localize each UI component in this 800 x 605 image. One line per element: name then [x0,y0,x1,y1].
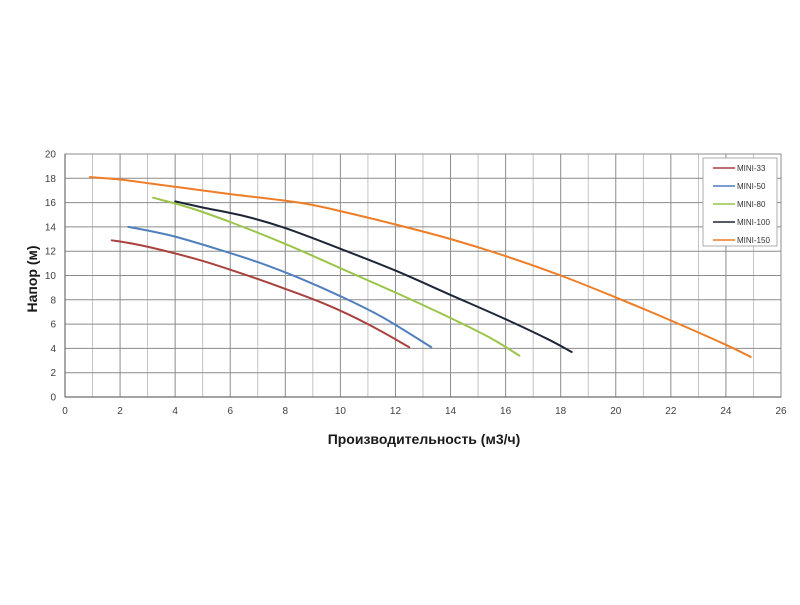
x-tick-label: 2 [117,406,123,417]
y-tick-label: 6 [50,320,56,331]
series-line-mini-50 [127,225,433,349]
grid [64,153,782,398]
x-tick-label: 14 [445,406,457,417]
legend-label-mini-80: MINI-80 [737,200,766,209]
y-tick-label: 14 [45,222,57,233]
x-tick-label: 10 [335,406,347,417]
y-tick-label: 12 [45,247,57,258]
y-tick-label: 18 [45,174,57,185]
y-tick-label: 2 [50,368,56,379]
x-tick-label: 26 [775,406,787,417]
y-tick-label: 20 [45,150,57,161]
series-lines [88,176,752,358]
x-tick-label: 18 [555,406,567,417]
y-tick-label: 8 [50,295,56,306]
x-tick-label: 24 [720,406,732,417]
x-tick-label: 6 [227,406,233,417]
x-tick-label: 16 [500,406,512,417]
y-tick-label: 0 [50,393,56,404]
y-tick-label: 16 [45,198,57,209]
series-line-mini-150 [88,176,752,358]
x-tick-label: 22 [665,406,677,417]
x-tick-label: 4 [172,406,178,417]
series-line-mini-100 [174,200,573,353]
x-tick-label: 12 [390,406,402,417]
y-axis-title: Напор (м) [24,245,40,312]
legend-label-mini-100: MINI-100 [737,218,770,227]
series-line-mini-33 [110,239,411,349]
y-tick-label: 4 [50,344,56,355]
legend: MINI-33 MINI-50 MINI-80 MINI-100 MINI-150 [702,157,778,247]
x-tick-label: 8 [283,406,289,417]
legend-label-mini-150: MINI-150 [737,236,770,245]
legend-label-mini-50: MINI-50 [737,182,766,191]
legend-box [702,157,778,247]
y-tick-label: 10 [45,271,57,282]
x-tick-label: 20 [610,406,622,417]
x-axis-title: Производительность (м3/ч) [328,431,521,447]
x-tick-label: 0 [62,406,68,417]
legend-label-mini-33: MINI-33 [737,164,766,173]
series-line-mini-80 [152,196,521,357]
